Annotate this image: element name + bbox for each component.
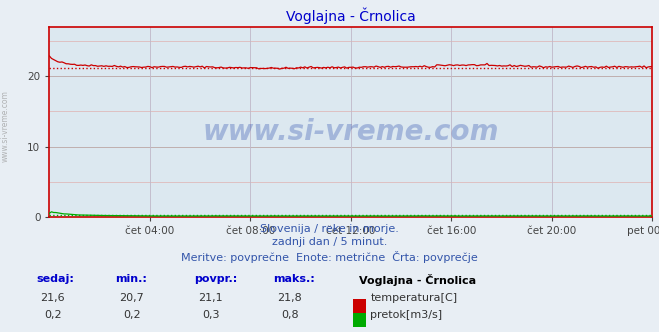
Title: Voglajna - Črnolica: Voglajna - Črnolica xyxy=(286,8,416,24)
Text: 0,3: 0,3 xyxy=(202,310,219,320)
Text: min.:: min.: xyxy=(115,274,147,284)
Text: maks.:: maks.: xyxy=(273,274,315,284)
Text: povpr.:: povpr.: xyxy=(194,274,238,284)
Text: temperatura[C]: temperatura[C] xyxy=(370,293,457,303)
Text: 21,6: 21,6 xyxy=(40,293,65,303)
Text: zadnji dan / 5 minut.: zadnji dan / 5 minut. xyxy=(272,237,387,247)
Text: 21,1: 21,1 xyxy=(198,293,223,303)
Text: sedaj:: sedaj: xyxy=(36,274,74,284)
Text: www.si-vreme.com: www.si-vreme.com xyxy=(1,90,10,162)
Text: 21,8: 21,8 xyxy=(277,293,302,303)
Text: Meritve: povprečne  Enote: metrične  Črta: povprečje: Meritve: povprečne Enote: metrične Črta:… xyxy=(181,251,478,263)
Text: pretok[m3/s]: pretok[m3/s] xyxy=(370,310,442,320)
Text: Slovenija / reke in morje.: Slovenija / reke in morje. xyxy=(260,224,399,234)
Text: Voglajna - Črnolica: Voglajna - Črnolica xyxy=(359,274,476,286)
Text: 0,8: 0,8 xyxy=(281,310,299,320)
Text: 0,2: 0,2 xyxy=(44,310,61,320)
Text: 20,7: 20,7 xyxy=(119,293,144,303)
Text: 0,2: 0,2 xyxy=(123,310,140,320)
Text: www.si-vreme.com: www.si-vreme.com xyxy=(203,118,499,145)
